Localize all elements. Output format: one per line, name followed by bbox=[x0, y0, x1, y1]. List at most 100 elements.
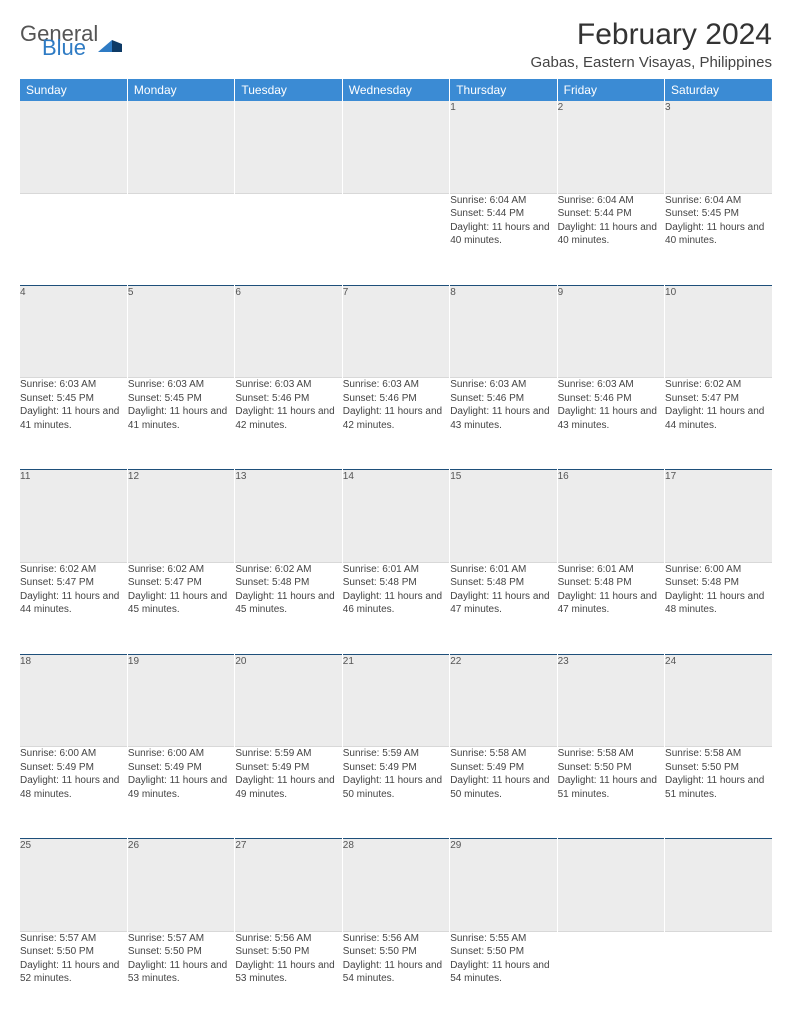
day-body-cell: Sunrise: 5:58 AMSunset: 5:50 PMDaylight:… bbox=[557, 747, 664, 839]
sunset-text: Sunset: 5:48 PM bbox=[665, 576, 772, 590]
sunrise-text: Sunrise: 6:04 AM bbox=[665, 194, 772, 208]
day-number-cell bbox=[665, 839, 772, 931]
day-body-cell: Sunrise: 5:59 AMSunset: 5:49 PMDaylight:… bbox=[342, 747, 449, 839]
day-number-cell: 6 bbox=[235, 286, 342, 378]
brand-text-blue: Blue bbox=[42, 38, 98, 58]
sunrise-text: Sunrise: 6:01 AM bbox=[450, 563, 556, 577]
day-number-cell: 16 bbox=[557, 470, 664, 562]
location-subtitle: Gabas, Eastern Visayas, Philippines bbox=[530, 54, 772, 71]
day-number-cell: 20 bbox=[235, 655, 342, 747]
brand-logo: General Blue bbox=[20, 18, 122, 58]
day-number-cell: 11 bbox=[20, 470, 127, 562]
daylight-text: Daylight: 11 hours and 51 minutes. bbox=[665, 774, 772, 801]
day-body-cell: Sunrise: 6:02 AMSunset: 5:48 PMDaylight:… bbox=[235, 562, 342, 654]
sunrise-text: Sunrise: 6:00 AM bbox=[20, 747, 127, 761]
sunset-text: Sunset: 5:46 PM bbox=[343, 392, 449, 406]
sunrise-text: Sunrise: 6:01 AM bbox=[558, 563, 664, 577]
sunrise-text: Sunrise: 5:59 AM bbox=[343, 747, 449, 761]
day-body-cell: Sunrise: 5:57 AMSunset: 5:50 PMDaylight:… bbox=[20, 931, 127, 1023]
day-number-cell: 18 bbox=[20, 655, 127, 747]
day-body-cell bbox=[342, 193, 449, 285]
day-number-cell: 23 bbox=[557, 655, 664, 747]
day-body-cell: Sunrise: 5:59 AMSunset: 5:49 PMDaylight:… bbox=[235, 747, 342, 839]
sunset-text: Sunset: 5:44 PM bbox=[450, 207, 556, 221]
day-body-cell: Sunrise: 6:03 AMSunset: 5:46 PMDaylight:… bbox=[342, 378, 449, 470]
daylight-text: Daylight: 11 hours and 44 minutes. bbox=[20, 590, 127, 617]
sunrise-text: Sunrise: 6:04 AM bbox=[450, 194, 556, 208]
day-body-cell bbox=[20, 193, 127, 285]
day-number-cell: 27 bbox=[235, 839, 342, 931]
day-number-cell bbox=[235, 101, 342, 193]
sunset-text: Sunset: 5:48 PM bbox=[450, 576, 556, 590]
sunrise-text: Sunrise: 6:03 AM bbox=[343, 378, 449, 392]
daylight-text: Daylight: 11 hours and 52 minutes. bbox=[20, 959, 127, 986]
sunrise-text: Sunrise: 6:03 AM bbox=[20, 378, 127, 392]
daylight-text: Daylight: 11 hours and 48 minutes. bbox=[665, 590, 772, 617]
day-body-cell: Sunrise: 6:02 AMSunset: 5:47 PMDaylight:… bbox=[665, 378, 772, 470]
sunset-text: Sunset: 5:50 PM bbox=[20, 945, 127, 959]
day-number-cell: 9 bbox=[557, 286, 664, 378]
day-number-cell: 22 bbox=[450, 655, 557, 747]
week-bodyrow: Sunrise: 6:00 AMSunset: 5:49 PMDaylight:… bbox=[20, 747, 772, 839]
day-number-cell: 13 bbox=[235, 470, 342, 562]
day-body-cell: Sunrise: 6:04 AMSunset: 5:44 PMDaylight:… bbox=[450, 193, 557, 285]
sunrise-text: Sunrise: 6:03 AM bbox=[558, 378, 664, 392]
sunrise-text: Sunrise: 5:56 AM bbox=[343, 932, 449, 946]
sunset-text: Sunset: 5:48 PM bbox=[235, 576, 341, 590]
day-body-cell: Sunrise: 6:02 AMSunset: 5:47 PMDaylight:… bbox=[127, 562, 234, 654]
dayhead-tuesday: Tuesday bbox=[235, 79, 342, 101]
day-body-cell: Sunrise: 6:03 AMSunset: 5:46 PMDaylight:… bbox=[557, 378, 664, 470]
sunrise-text: Sunrise: 5:55 AM bbox=[450, 932, 556, 946]
sunrise-text: Sunrise: 6:02 AM bbox=[235, 563, 341, 577]
daylight-text: Daylight: 11 hours and 42 minutes. bbox=[235, 405, 341, 432]
dayhead-friday: Friday bbox=[557, 79, 664, 101]
day-number-cell: 15 bbox=[450, 470, 557, 562]
day-body-cell: Sunrise: 5:58 AMSunset: 5:49 PMDaylight:… bbox=[450, 747, 557, 839]
sunrise-text: Sunrise: 5:57 AM bbox=[20, 932, 127, 946]
day-body-cell: Sunrise: 6:03 AMSunset: 5:45 PMDaylight:… bbox=[20, 378, 127, 470]
month-title: February 2024 bbox=[530, 18, 772, 52]
sunrise-text: Sunrise: 5:58 AM bbox=[665, 747, 772, 761]
sunrise-text: Sunrise: 6:04 AM bbox=[558, 194, 664, 208]
daylight-text: Daylight: 11 hours and 46 minutes. bbox=[343, 590, 449, 617]
day-body-cell: Sunrise: 5:57 AMSunset: 5:50 PMDaylight:… bbox=[127, 931, 234, 1023]
week-bodyrow: Sunrise: 6:02 AMSunset: 5:47 PMDaylight:… bbox=[20, 562, 772, 654]
page-header: General Blue February 2024 Gabas, Easter… bbox=[20, 18, 772, 71]
day-number-cell: 17 bbox=[665, 470, 772, 562]
day-body-cell: Sunrise: 5:56 AMSunset: 5:50 PMDaylight:… bbox=[235, 931, 342, 1023]
sunset-text: Sunset: 5:45 PM bbox=[128, 392, 234, 406]
week-bodyrow: Sunrise: 5:57 AMSunset: 5:50 PMDaylight:… bbox=[20, 931, 772, 1023]
brand-mark-icon bbox=[98, 34, 122, 52]
daylight-text: Daylight: 11 hours and 47 minutes. bbox=[558, 590, 664, 617]
daylight-text: Daylight: 11 hours and 40 minutes. bbox=[450, 221, 556, 248]
sunset-text: Sunset: 5:45 PM bbox=[20, 392, 127, 406]
sunset-text: Sunset: 5:50 PM bbox=[343, 945, 449, 959]
calendar-table: Sunday Monday Tuesday Wednesday Thursday… bbox=[20, 79, 772, 1023]
day-number-cell: 2 bbox=[557, 101, 664, 193]
sunrise-text: Sunrise: 5:58 AM bbox=[450, 747, 556, 761]
daylight-text: Daylight: 11 hours and 53 minutes. bbox=[235, 959, 341, 986]
day-body-cell bbox=[235, 193, 342, 285]
week-bodyrow: Sunrise: 6:04 AMSunset: 5:44 PMDaylight:… bbox=[20, 193, 772, 285]
sunset-text: Sunset: 5:49 PM bbox=[343, 761, 449, 775]
sunrise-text: Sunrise: 5:58 AM bbox=[558, 747, 664, 761]
daylight-text: Daylight: 11 hours and 50 minutes. bbox=[450, 774, 556, 801]
sunset-text: Sunset: 5:49 PM bbox=[450, 761, 556, 775]
dayhead-sunday: Sunday bbox=[20, 79, 127, 101]
day-number-cell: 26 bbox=[127, 839, 234, 931]
day-header-row: Sunday Monday Tuesday Wednesday Thursday… bbox=[20, 79, 772, 101]
sunset-text: Sunset: 5:47 PM bbox=[665, 392, 772, 406]
day-body-cell: Sunrise: 5:55 AMSunset: 5:50 PMDaylight:… bbox=[450, 931, 557, 1023]
day-body-cell: Sunrise: 6:01 AMSunset: 5:48 PMDaylight:… bbox=[450, 562, 557, 654]
sunset-text: Sunset: 5:48 PM bbox=[558, 576, 664, 590]
sunset-text: Sunset: 5:49 PM bbox=[235, 761, 341, 775]
day-number-cell bbox=[20, 101, 127, 193]
daylight-text: Daylight: 11 hours and 42 minutes. bbox=[343, 405, 449, 432]
sunrise-text: Sunrise: 6:02 AM bbox=[20, 563, 127, 577]
day-body-cell bbox=[665, 931, 772, 1023]
sunset-text: Sunset: 5:47 PM bbox=[20, 576, 127, 590]
sunrise-text: Sunrise: 5:56 AM bbox=[235, 932, 341, 946]
day-body-cell: Sunrise: 6:03 AMSunset: 5:45 PMDaylight:… bbox=[127, 378, 234, 470]
sunset-text: Sunset: 5:50 PM bbox=[558, 761, 664, 775]
sunset-text: Sunset: 5:47 PM bbox=[128, 576, 234, 590]
